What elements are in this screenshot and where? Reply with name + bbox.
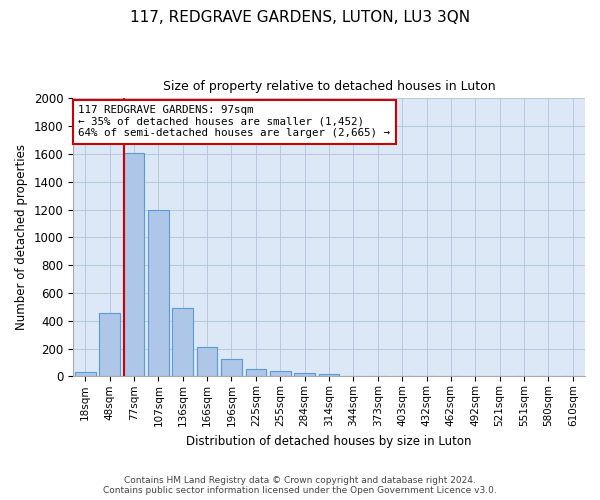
Bar: [75, 372, 95, 376]
Bar: [148, 210, 169, 376]
Title: Size of property relative to detached houses in Luton: Size of property relative to detached ho…: [163, 80, 496, 93]
Bar: [294, 373, 315, 376]
Text: 117 REDGRAVE GARDENS: 97sqm
← 35% of detached houses are smaller (1,452)
64% of : 117 REDGRAVE GARDENS: 97sqm ← 35% of det…: [78, 106, 390, 138]
Y-axis label: Number of detached properties: Number of detached properties: [15, 144, 28, 330]
Bar: [245, 370, 266, 376]
Bar: [124, 152, 145, 376]
X-axis label: Distribution of detached houses by size in Luton: Distribution of detached houses by size …: [186, 434, 472, 448]
Text: 117, REDGRAVE GARDENS, LUTON, LU3 3QN: 117, REDGRAVE GARDENS, LUTON, LU3 3QN: [130, 10, 470, 25]
Text: Contains HM Land Registry data © Crown copyright and database right 2024.
Contai: Contains HM Land Registry data © Crown c…: [103, 476, 497, 495]
Bar: [221, 359, 242, 376]
Bar: [99, 313, 120, 376]
Bar: [197, 347, 217, 376]
Bar: [270, 371, 290, 376]
Bar: [319, 374, 340, 376]
Bar: [172, 308, 193, 376]
